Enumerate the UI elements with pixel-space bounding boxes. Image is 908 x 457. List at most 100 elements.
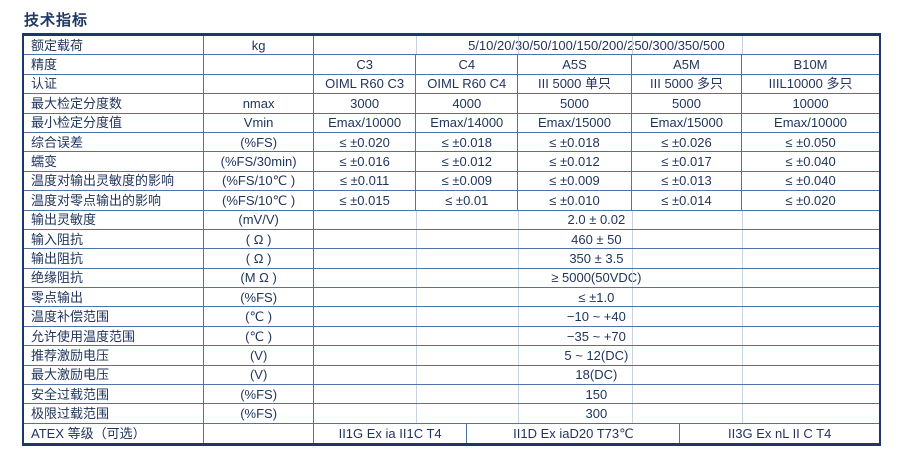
- row-unit: nmax: [204, 94, 314, 114]
- value-cell: C3: [313, 55, 417, 75]
- faint-column-line: [742, 268, 744, 288]
- faint-column-line: [631, 326, 633, 346]
- faint-column-line: [518, 404, 520, 423]
- value-cell: 10000: [742, 94, 879, 114]
- value-cell: Emax/15000: [631, 113, 743, 133]
- value-cell: ≤ ±0.009: [416, 171, 519, 192]
- value-cell: ≤ ±0.01: [416, 191, 519, 211]
- value-cell: 3000: [313, 94, 417, 114]
- faint-column-line: [742, 307, 744, 326]
- merged-value-cell: 150: [313, 385, 879, 405]
- faint-column-line: [631, 404, 633, 423]
- faint-column-line: [631, 385, 633, 404]
- row-label: 认证: [24, 74, 205, 95]
- value-cell: ≤ ±0.040: [742, 172, 879, 192]
- row-label: 安全过载范围: [24, 385, 205, 405]
- row-unit: (mV/V): [204, 210, 314, 230]
- value-cell: Emax/10000: [313, 113, 417, 133]
- row-unit: (%FS/30min): [204, 152, 314, 172]
- row-label: 输出阻抗: [24, 249, 205, 269]
- value-cell: OIML R60 C3: [313, 74, 417, 95]
- faint-column-line: [631, 288, 633, 307]
- value-cell: ≤ ±0.018: [518, 132, 632, 153]
- row-unit: (℃ ): [204, 307, 314, 327]
- value-cell: ≤ ±0.016: [313, 152, 417, 172]
- row-unit: Vmin: [204, 113, 314, 133]
- value-cell: 4000: [416, 94, 519, 114]
- faint-column-line: [742, 36, 744, 55]
- value-cell: A5S: [518, 55, 632, 75]
- row-label: 综合误差: [24, 132, 205, 153]
- row-label: 最大激励电压: [24, 365, 205, 386]
- row-unit: (%FS): [204, 132, 314, 153]
- faint-column-line: [742, 404, 744, 423]
- atex-rating-value: II3G Ex nL II C T4: [679, 423, 878, 444]
- merged-value-cell: 300: [313, 404, 879, 424]
- faint-column-line: [631, 346, 633, 365]
- value-cell: IIIL10000 多只: [742, 75, 879, 95]
- faint-column-line: [518, 288, 520, 307]
- merged-value-text: 5/10/20/30/50/100/150/200/250/300/350/50…: [468, 37, 725, 53]
- row-unit: ( Ω ): [204, 229, 314, 250]
- value-cell: III 5000 单只: [518, 74, 632, 95]
- value-cell: ≤ ±0.017: [631, 152, 743, 172]
- faint-column-line: [631, 365, 633, 385]
- merged-value-text: −10 ~ +40: [566, 309, 626, 325]
- merged-value-cell: −10 ~ +40: [313, 307, 879, 327]
- faint-column-line: [631, 210, 633, 229]
- faint-column-line: [416, 268, 418, 288]
- row-unit: [204, 423, 314, 444]
- faint-column-line: [416, 346, 418, 365]
- value-cell: ≤ ±0.012: [416, 152, 519, 172]
- atex-rating-value: II1D Ex iaD20 T73℃: [466, 423, 679, 444]
- value-cell: ≤ ±0.018: [416, 132, 519, 153]
- faint-column-line: [518, 346, 520, 365]
- merged-value-text: 5 ~ 12(DC): [564, 347, 629, 363]
- value-cell: ≤ ±0.013: [631, 171, 743, 192]
- row-label: 零点输出: [24, 288, 205, 308]
- merged-value-text: ≥ 5000(50VDC): [551, 270, 642, 286]
- merged-value-text: 300: [585, 406, 608, 422]
- faint-column-line: [416, 326, 418, 346]
- section-title: 技术指标: [22, 8, 881, 36]
- faint-column-line: [416, 385, 418, 404]
- merged-value-cell: 18(DC): [313, 365, 879, 386]
- faint-column-line: [416, 229, 418, 249]
- row-label: 温度补偿范围: [24, 307, 205, 327]
- row-label: ATEX 等级（可选）: [24, 423, 205, 444]
- value-cell: ≤ ±0.010: [518, 191, 632, 211]
- row-label: 最大检定分度数: [24, 94, 205, 114]
- value-cell: A5M: [631, 55, 743, 75]
- value-cell: ≤ ±0.012: [518, 152, 632, 172]
- value-cell: ≤ ±0.015: [313, 191, 417, 211]
- faint-column-line: [742, 326, 744, 346]
- faint-column-line: [416, 365, 418, 385]
- value-cell: ≤ ±0.009: [518, 171, 632, 192]
- row-label: 最小检定分度值: [24, 113, 205, 133]
- row-label: 推荐激励电压: [24, 346, 205, 366]
- value-cell: ≤ ±0.050: [742, 133, 879, 153]
- row-unit: (%FS/10℃ ): [204, 191, 314, 211]
- faint-column-line: [416, 307, 418, 326]
- row-unit: (%FS/10℃ ): [204, 171, 314, 192]
- value-cell: ≤ ±0.020: [313, 132, 417, 153]
- merged-value-text: 18(DC): [575, 367, 618, 383]
- value-cell: ≤ ±0.026: [631, 132, 743, 153]
- merged-value-text: 150: [585, 386, 608, 402]
- faint-column-line: [742, 385, 744, 404]
- row-unit: ( Ω ): [204, 249, 314, 269]
- row-unit: (M Ω ): [204, 268, 314, 289]
- faint-column-line: [631, 249, 633, 268]
- merged-value-cell: ≥ 5000(50VDC): [313, 268, 879, 289]
- merged-value-text: 350 ± 3.5: [569, 250, 624, 266]
- faint-column-line: [518, 326, 520, 346]
- row-label: 极限过载范围: [24, 404, 205, 424]
- faint-column-line: [416, 249, 418, 268]
- row-unit: kg: [204, 36, 314, 56]
- value-cell: 5000: [518, 94, 632, 114]
- merged-value-cell: 5/10/20/30/50/100/150/200/250/300/350/50…: [313, 36, 879, 56]
- faint-column-line: [518, 249, 520, 268]
- faint-column-line: [416, 288, 418, 307]
- value-cell: Emax/15000: [518, 113, 632, 133]
